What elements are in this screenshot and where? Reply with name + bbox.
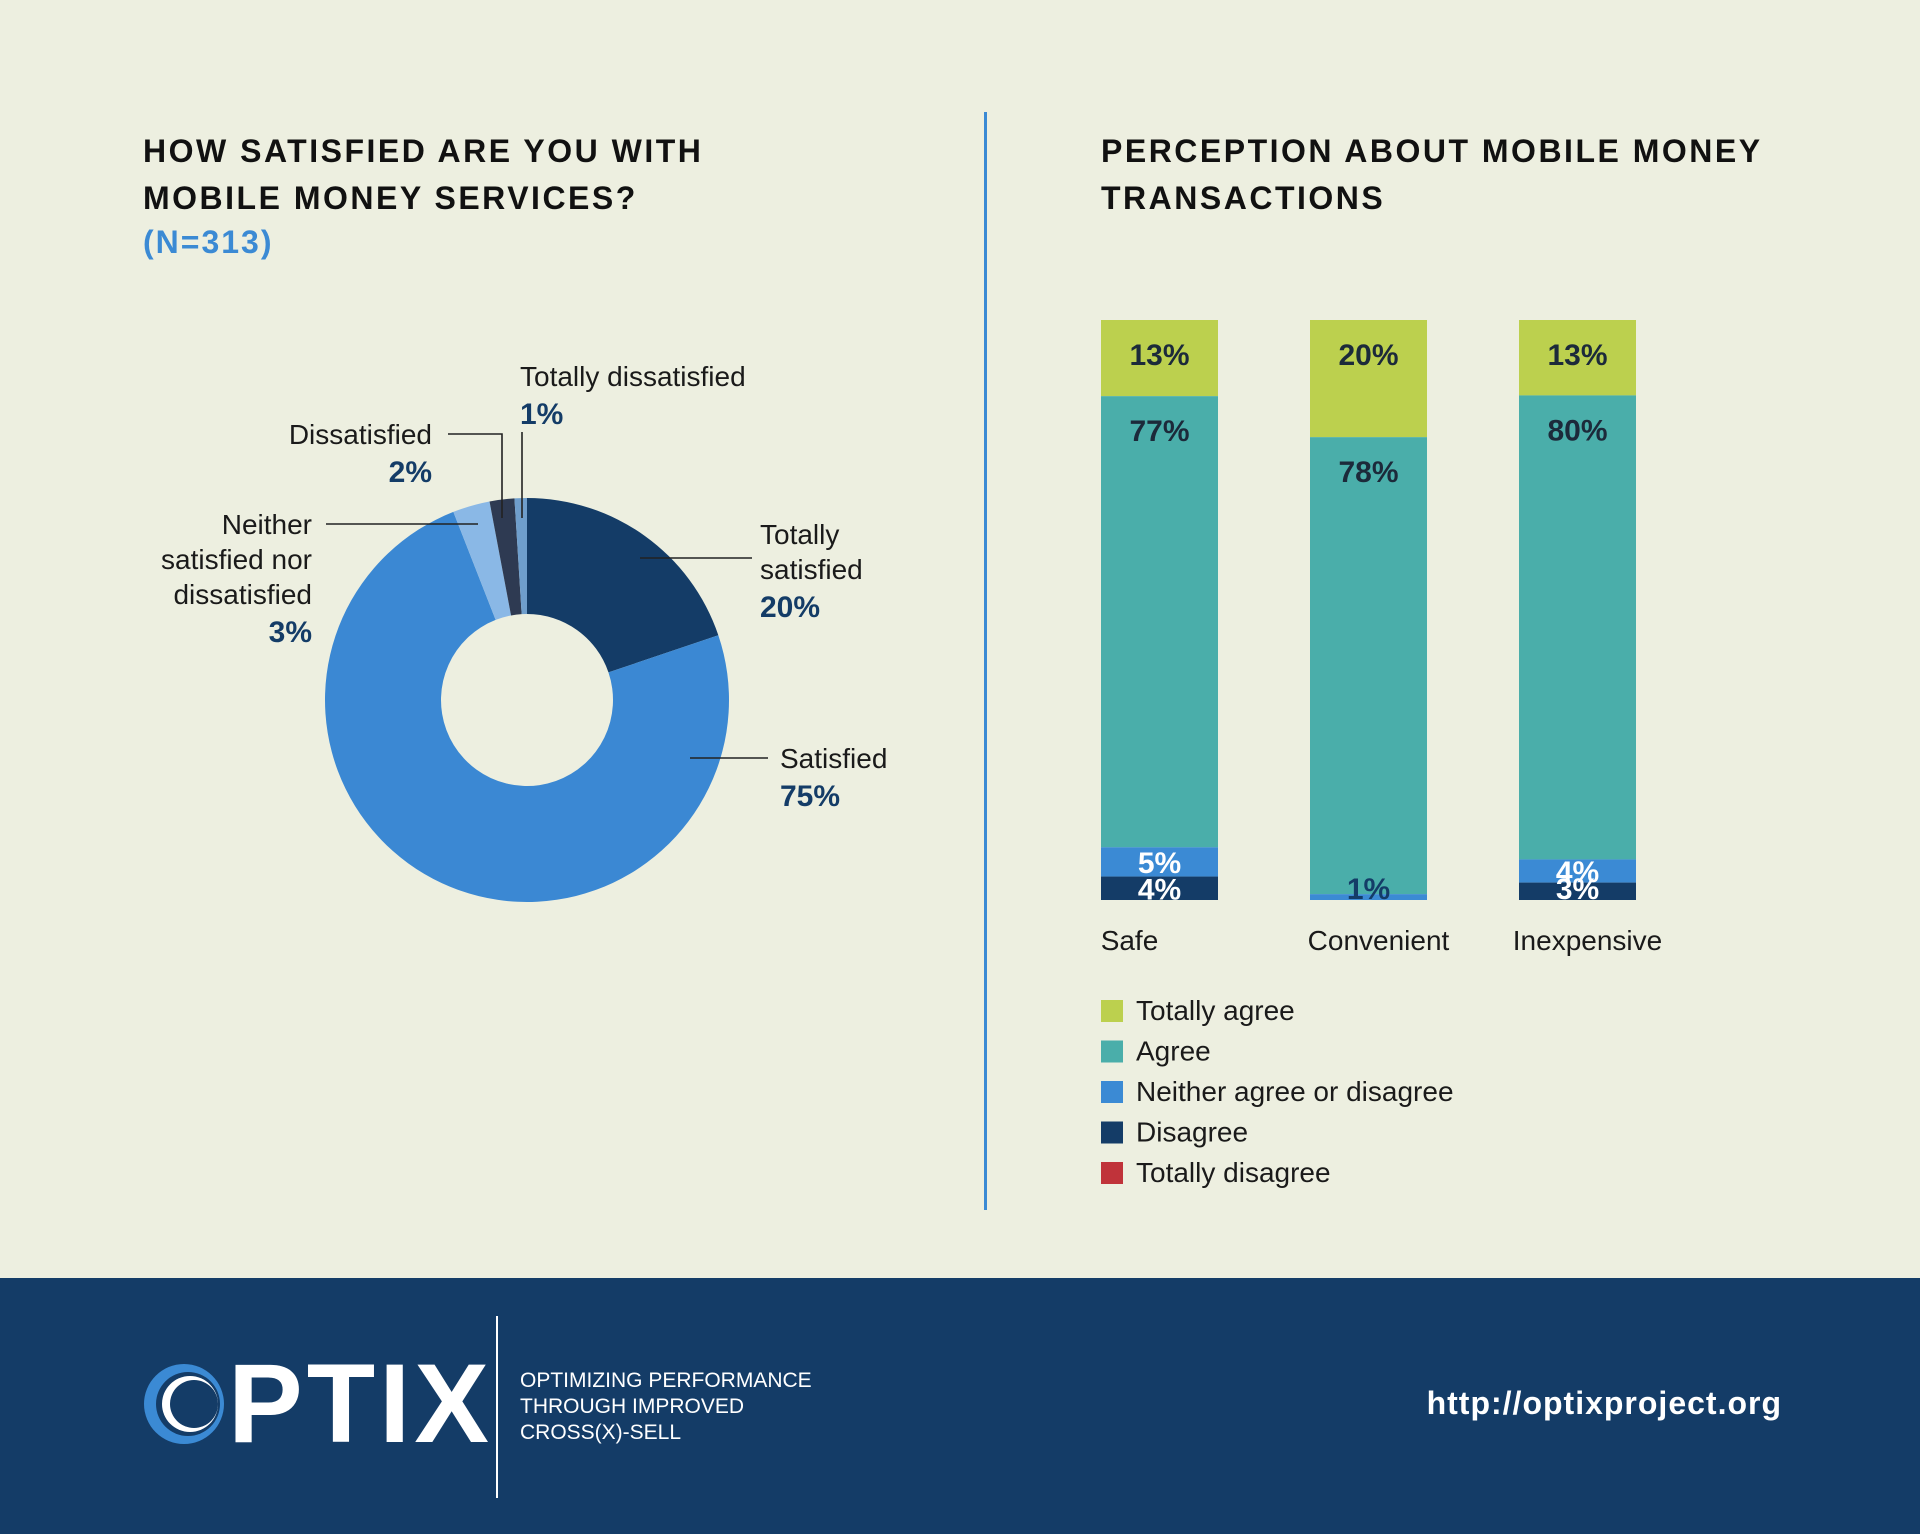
legend-swatch-agree: [1101, 1040, 1123, 1063]
stacked-bar-chart: 13%77%5%4%Safe20%78%1%Convenient13%80%4%…: [1101, 320, 1662, 1188]
bar-value-convenient-neither-agree-or-disagree: 1%: [1347, 873, 1390, 906]
slice-label-totally-dissatisfied-line1: Totally dissatisfied: [520, 361, 746, 392]
left-title-line1: HOW SATISFIED ARE YOU WITH: [143, 133, 704, 169]
legend-swatch-neither-agree-or-disagree: [1101, 1081, 1123, 1103]
optix-logo-text: PTIX: [228, 1341, 493, 1466]
slice-value-dissatisfied: 2%: [389, 456, 432, 489]
bar-segment-inexpensive-disagree: [1519, 882, 1636, 900]
left-chart-subtitle: (N=313): [143, 224, 274, 260]
legend-label-neither-agree-or-disagree: Neither agree or disagree: [1136, 1076, 1454, 1107]
bar-value-inexpensive-agree: 80%: [1547, 414, 1607, 447]
logo-separator: [496, 1316, 498, 1498]
legend-swatch-disagree: [1101, 1121, 1123, 1144]
slice-label-neither-satisfied-nor-dissatisfied-line3: dissatisfied: [173, 579, 312, 610]
bar-segment-safe-neither-agree-or-disagree: [1101, 847, 1218, 877]
slice-value-totally-dissatisfied: 1%: [520, 398, 563, 431]
donut-slice-totally-dissatisfied: [514, 498, 527, 615]
bar-value-safe-agree: 77%: [1129, 415, 1189, 448]
slice-value-neither-satisfied-nor-dissatisfied: 3%: [269, 616, 312, 649]
bar-segment-safe-disagree: [1101, 876, 1218, 900]
bar-segment-convenient-totally-agree: [1310, 320, 1427, 438]
bar-value-safe-neither-agree-or-disagree: 5%: [1138, 847, 1181, 880]
bar-segment-inexpensive-agree: [1519, 395, 1636, 860]
legend-label-agree: Agree: [1136, 1036, 1211, 1067]
legend-swatch-totally-disagree: [1101, 1162, 1123, 1184]
slice-label-neither-satisfied-nor-dissatisfied-line2: satisfied nor: [161, 544, 312, 575]
optix-o-icon: [144, 1364, 224, 1444]
tagline-line1: OPTIMIZING PERFORMANCE: [520, 1369, 812, 1392]
slice-label-satisfied-line1: Satisfied: [780, 743, 887, 774]
leader-line-dissatisfied: [448, 433, 503, 518]
bar-value-convenient-totally-agree: 20%: [1338, 339, 1398, 372]
right-chart-title: PERCEPTION ABOUT MOBILE MONEY TRANSACTIO…: [1101, 128, 1763, 222]
footer-band: [0, 1278, 1920, 1534]
bar-segment-safe-agree: [1101, 396, 1218, 848]
tagline: OPTIMIZING PERFORMANCE THROUGH IMPROVED …: [520, 1368, 812, 1446]
bar-value-inexpensive-disagree: 3%: [1556, 873, 1599, 906]
left-title-line2: MOBILE MONEY SERVICES?: [143, 180, 638, 216]
bar-value-inexpensive-totally-agree: 13%: [1547, 339, 1607, 372]
website-link[interactable]: http://optixproject.org: [1426, 1385, 1782, 1421]
bar-segment-convenient-neither-agree-or-disagree: [1310, 894, 1427, 900]
legend-label-totally-disagree: Totally disagree: [1136, 1157, 1331, 1188]
bar-segment-inexpensive-totally-agree: [1519, 320, 1636, 396]
bar-value-safe-disagree: 4%: [1138, 873, 1181, 906]
tagline-line3: CROSS(X)-SELL: [520, 1421, 682, 1444]
bar-segment-safe-totally-agree: [1101, 320, 1218, 397]
legend-label-totally-agree: Totally agree: [1136, 995, 1295, 1026]
bar-value-convenient-agree: 78%: [1338, 456, 1398, 489]
left-chart-title: HOW SATISFIED ARE YOU WITH MOBILE MONEY …: [143, 128, 703, 222]
bar-value-safe-totally-agree: 13%: [1129, 339, 1189, 372]
slice-label-dissatisfied-line1: Dissatisfied: [289, 419, 432, 450]
slice-value-totally-satisfied: 20%: [760, 591, 820, 624]
category-label-inexpensive: Inexpensive: [1513, 925, 1662, 956]
tagline-line2: THROUGH IMPROVED: [520, 1395, 745, 1418]
legend-label-disagree: Disagree: [1136, 1117, 1248, 1148]
panel-divider: [984, 112, 987, 1210]
slice-label-totally-satisfied-line2: satisfied: [760, 554, 863, 585]
donut-slice-neither-satisfied-nor-dissatisfied: [453, 501, 512, 620]
bar-segment-inexpensive-neither-agree-or-disagree: [1519, 859, 1636, 883]
bar-segment-convenient-agree: [1310, 437, 1427, 895]
category-label-convenient: Convenient: [1308, 925, 1450, 956]
donut-slice-dissatisfied: [489, 498, 522, 616]
category-label-safe: Safe: [1101, 925, 1159, 956]
donut-slice-satisfied: [324, 511, 729, 903]
right-title-line1: PERCEPTION ABOUT MOBILE MONEY: [1101, 133, 1763, 169]
donut-slice-totally-satisfied: [527, 498, 719, 673]
slice-value-satisfied: 75%: [780, 780, 840, 813]
right-title-line2: TRANSACTIONS: [1101, 180, 1386, 216]
slice-label-neither-satisfied-nor-dissatisfied-line1: Neither: [222, 509, 312, 540]
donut-chart: Totally satisfied 20% Satisfied 75% Neither sa…: [161, 361, 887, 903]
slice-label-totally-satisfied-line1: Totally: [760, 519, 839, 550]
legend-swatch-totally-agree: [1101, 1000, 1123, 1022]
